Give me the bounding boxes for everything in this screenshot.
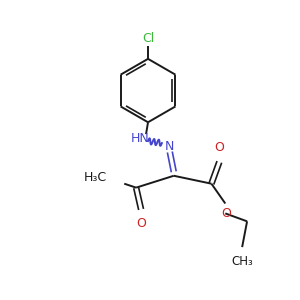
Text: HN: HN: [131, 132, 149, 145]
Text: O: O: [214, 141, 224, 154]
Text: H₃C: H₃C: [83, 171, 106, 184]
Text: N: N: [165, 140, 175, 152]
Text: CH₃: CH₃: [231, 255, 253, 268]
Text: O: O: [136, 218, 146, 230]
Text: Cl: Cl: [142, 32, 154, 45]
Text: O: O: [221, 208, 231, 220]
